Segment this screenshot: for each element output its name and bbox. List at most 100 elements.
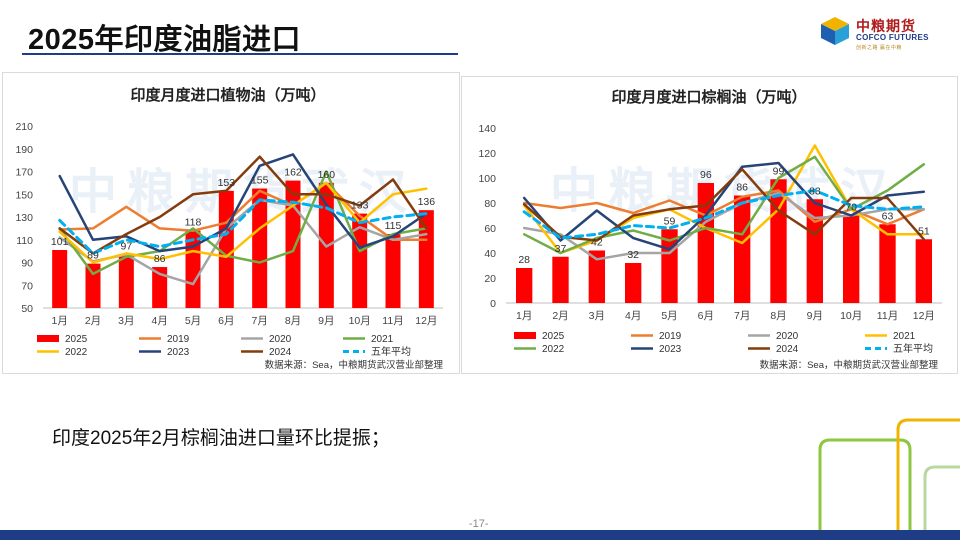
legend-item-2022: 2022 bbox=[514, 344, 565, 355]
data-label: 115 bbox=[385, 220, 402, 232]
legend-item-2024: 2024 bbox=[748, 344, 799, 355]
chart-palmoil: 中粮期货武汉印度月度进口棕榈油（万吨）020406080100120140283… bbox=[478, 88, 942, 371]
legend-item-2025: 2025 bbox=[37, 334, 88, 345]
series-line-2024 bbox=[58, 155, 428, 255]
bar-2025-7 bbox=[252, 188, 268, 308]
logo-tagline: 创新之路 赢在中粮 bbox=[856, 45, 902, 51]
x-tick-label: 7月 bbox=[251, 315, 267, 327]
bar-2025-3 bbox=[118, 254, 134, 308]
legend-label: 2023 bbox=[167, 347, 190, 358]
data-label: 70 bbox=[845, 202, 857, 214]
legend-item-2020: 2020 bbox=[748, 331, 799, 342]
x-tick-label: 8月 bbox=[770, 310, 786, 322]
commentary-text: 印度2025年2月棕榈油进口量环比提振； bbox=[52, 428, 390, 449]
data-label: 86 bbox=[154, 253, 166, 265]
y-tick-label: 0 bbox=[490, 298, 496, 310]
data-label: 99 bbox=[773, 165, 785, 177]
series-line-五年平均 bbox=[58, 198, 428, 255]
y-tick-label: 140 bbox=[478, 123, 496, 135]
bar-2025-1 bbox=[515, 268, 533, 303]
bar-2025-8 bbox=[770, 179, 787, 303]
data-label: 37 bbox=[555, 243, 567, 255]
footer-bar bbox=[0, 530, 960, 540]
source-note: 数据来源：Sea，中粮期货武汉营业部整理 bbox=[760, 359, 939, 371]
bar-2025-4 bbox=[624, 263, 642, 303]
data-label: 97 bbox=[120, 241, 132, 253]
data-label: 83 bbox=[809, 185, 821, 197]
data-label: 162 bbox=[284, 167, 302, 179]
x-tick-label: 5月 bbox=[661, 310, 677, 322]
bar-2025-3 bbox=[588, 250, 606, 303]
x-tick-label: 10月 bbox=[840, 310, 862, 322]
legend-label: 2019 bbox=[659, 331, 682, 342]
legend-label: 五年平均 bbox=[893, 342, 933, 355]
y-tick-label: 210 bbox=[15, 121, 33, 133]
legend-item-2022: 2022 bbox=[37, 347, 88, 358]
bar-2025-2 bbox=[552, 256, 569, 303]
x-tick-label: 4月 bbox=[625, 310, 641, 322]
data-label: 136 bbox=[418, 196, 436, 208]
bar-2025-7 bbox=[733, 195, 751, 303]
x-tick-label: 9月 bbox=[318, 315, 334, 327]
y-tick-label: 150 bbox=[15, 189, 33, 201]
legend-item-2019: 2019 bbox=[139, 334, 190, 345]
x-tick-label: 10月 bbox=[349, 315, 371, 327]
logo-text-en: COFCO FUTURES bbox=[856, 33, 929, 42]
legend-label: 2021 bbox=[893, 331, 916, 342]
chart-title: 印度月度进口植物油（万吨） bbox=[130, 86, 325, 104]
bar-2025-12 bbox=[915, 239, 933, 303]
chart-vegoil: 中粮期货武汉印度月度进口植物油（万吨）507090110130150170190… bbox=[15, 86, 444, 371]
x-tick-label: 11月 bbox=[382, 315, 403, 327]
legend-label: 2022 bbox=[65, 347, 88, 358]
chart-panel-vegoil: 中粮期货武汉 印度月度进口植物油（万吨） 50 70 90 110 130 150 170 190… bbox=[2, 72, 460, 374]
x-tick-label: 1月 bbox=[51, 315, 67, 327]
series-line-2022 bbox=[58, 181, 428, 264]
legend-item-2020: 2020 bbox=[241, 334, 292, 345]
x-tick-label: 8月 bbox=[285, 315, 301, 327]
legend-item-2021: 2021 bbox=[343, 334, 394, 345]
legend-label: 2021 bbox=[371, 334, 394, 345]
data-label: 133 bbox=[351, 200, 369, 212]
legend-item-五年平均: 五年平均 bbox=[343, 345, 411, 358]
legend-swatch bbox=[37, 335, 59, 342]
bar-2025-10 bbox=[352, 213, 368, 308]
chart-panel-palmoil: 中粮期货武汉 印度月度进口棕榈油（万吨） 0 20 40 60 80 100 120 140 28 3… bbox=[461, 76, 958, 374]
y-tick-label: 80 bbox=[484, 198, 496, 210]
x-tick-label: 3月 bbox=[118, 315, 134, 327]
series-line-2021 bbox=[58, 170, 428, 276]
series-line-2023 bbox=[522, 161, 926, 251]
bar-2025-1 bbox=[52, 249, 68, 308]
legend-item-2023: 2023 bbox=[139, 347, 190, 358]
source-note: 数据来源：Sea，中粮期货武汉营业部整理 bbox=[265, 359, 444, 371]
legend-label: 2025 bbox=[65, 334, 88, 345]
series-line-2019 bbox=[58, 181, 428, 242]
data-label: 155 bbox=[251, 175, 269, 187]
legend-swatch bbox=[514, 332, 536, 339]
data-label: 86 bbox=[736, 182, 748, 194]
legend-label: 2024 bbox=[776, 344, 799, 355]
logo-text-cn: 中粮期货 bbox=[856, 18, 916, 34]
legend-label: 2020 bbox=[776, 331, 799, 342]
data-label: 28 bbox=[518, 254, 530, 266]
legend-label: 2025 bbox=[542, 331, 565, 342]
data-label: 89 bbox=[87, 250, 99, 262]
bar-2025-6 bbox=[218, 190, 234, 308]
y-tick-label: 60 bbox=[484, 223, 496, 235]
title-underline bbox=[22, 53, 458, 55]
legend-item-五年平均: 五年平均 bbox=[865, 342, 933, 355]
data-label: 59 bbox=[664, 215, 676, 227]
data-label: 32 bbox=[627, 249, 639, 261]
legend-item-2019: 2019 bbox=[631, 331, 682, 342]
y-tick-label: 70 bbox=[21, 280, 33, 292]
x-tick-label: 4月 bbox=[151, 315, 167, 327]
data-label: 96 bbox=[700, 169, 712, 181]
x-tick-label: 5月 bbox=[185, 315, 201, 327]
company-logo: 中粮期货 COFCO FUTURES 创新之路 赢在中粮 bbox=[818, 14, 943, 54]
y-tick-label: 170 bbox=[15, 167, 33, 179]
legend-label: 五年平均 bbox=[371, 345, 411, 358]
y-tick-label: 90 bbox=[21, 258, 33, 270]
x-tick-label: 2月 bbox=[85, 315, 101, 327]
y-tick-label: 120 bbox=[478, 148, 496, 160]
y-tick-label: 100 bbox=[478, 173, 496, 185]
x-tick-label: 9月 bbox=[807, 310, 823, 322]
